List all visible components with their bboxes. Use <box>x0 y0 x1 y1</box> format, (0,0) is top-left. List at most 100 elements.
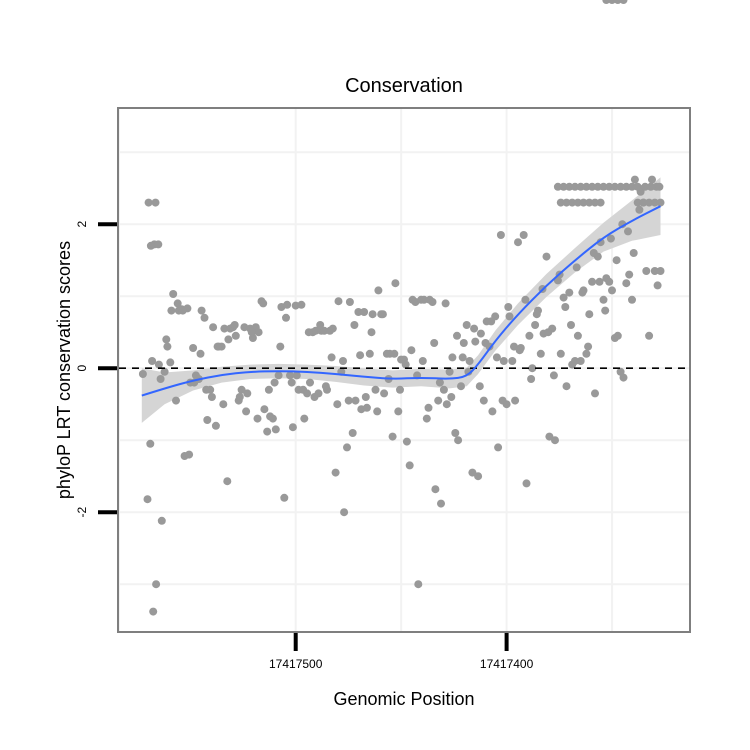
data-point <box>154 360 163 369</box>
data-point <box>465 357 474 365</box>
data-point <box>348 429 357 437</box>
data-point <box>274 371 283 380</box>
data-point <box>568 198 577 207</box>
data-point <box>578 288 587 297</box>
data-point <box>361 393 370 401</box>
data-point <box>645 198 654 207</box>
data-point <box>536 349 545 358</box>
data-point <box>576 182 585 191</box>
data-point <box>514 238 522 247</box>
data-point <box>624 227 632 236</box>
data-point <box>320 326 329 335</box>
data-point <box>428 298 437 306</box>
data-point <box>576 357 585 365</box>
data-point <box>299 385 308 394</box>
data-point <box>613 331 622 340</box>
data-point <box>286 371 294 380</box>
chart-title: Conservation <box>345 75 463 97</box>
x-axis: 17417500 17417400 <box>269 633 534 671</box>
data-point <box>220 324 229 333</box>
data-point <box>527 375 536 383</box>
data-point <box>585 198 594 207</box>
data-point <box>619 373 628 382</box>
data-point <box>202 385 211 394</box>
data-point <box>424 403 433 412</box>
data-point <box>271 425 280 434</box>
data-point <box>247 328 256 337</box>
data-point <box>629 249 638 257</box>
data-point <box>437 499 445 508</box>
data-point <box>138 370 147 378</box>
data-point <box>254 328 263 337</box>
data-point <box>439 385 448 394</box>
panel-border <box>117 107 691 633</box>
data-point <box>340 508 349 517</box>
data-point <box>196 349 205 358</box>
smooth-trend-line <box>141 205 661 397</box>
x-tick-label: 17417400 <box>480 657 534 671</box>
data-point <box>152 580 161 589</box>
data-point <box>321 382 330 391</box>
data-point <box>351 396 360 405</box>
confidence-ribbon <box>141 177 661 423</box>
data-point <box>458 353 467 362</box>
data-point <box>306 378 314 387</box>
ci-ribbon <box>141 177 661 423</box>
data-point <box>499 357 508 365</box>
data-point <box>167 306 176 315</box>
x-tick-label: 17417500 <box>269 657 323 671</box>
data-point <box>213 342 222 351</box>
data-point <box>148 357 157 365</box>
data-point <box>297 300 306 309</box>
data-point <box>405 461 414 470</box>
data-point <box>146 439 155 448</box>
data-point <box>431 485 440 494</box>
data-point <box>589 249 598 257</box>
data-point <box>496 231 505 239</box>
data-point <box>471 337 480 346</box>
data-point <box>219 400 228 409</box>
data-point <box>394 407 403 416</box>
data-point <box>434 396 443 405</box>
data-point <box>390 349 399 358</box>
data-point <box>645 331 654 340</box>
data-point <box>511 396 520 405</box>
data-point <box>391 279 400 288</box>
data-point <box>310 393 319 401</box>
data-point <box>334 297 343 306</box>
data-point <box>519 231 528 239</box>
data-point <box>327 353 336 362</box>
data-point <box>447 393 456 401</box>
data-point <box>380 389 389 398</box>
data-point <box>571 357 579 365</box>
data-point <box>146 241 155 250</box>
data-point <box>343 443 351 452</box>
data-point <box>553 182 562 191</box>
data-point <box>224 335 233 344</box>
data-point <box>593 182 602 191</box>
data-point <box>459 339 468 347</box>
data-point <box>362 403 371 412</box>
data-point <box>612 256 621 265</box>
data-point <box>655 182 664 191</box>
data-point <box>401 360 410 369</box>
data-point <box>498 396 507 405</box>
data-point <box>515 346 524 355</box>
data-point <box>549 371 558 380</box>
data-point <box>606 234 615 243</box>
data-point <box>551 436 559 445</box>
data-point <box>268 414 277 423</box>
data-point <box>173 299 182 308</box>
data-point <box>367 328 376 337</box>
data-point <box>595 277 604 286</box>
data-point <box>510 342 518 351</box>
data-point <box>373 407 382 416</box>
data-point <box>223 477 232 486</box>
data-point <box>650 198 659 207</box>
data-point <box>656 267 665 275</box>
data-point <box>605 182 614 191</box>
data-point <box>414 580 423 589</box>
data-point <box>356 351 365 360</box>
data-point <box>189 344 198 352</box>
data-point <box>276 342 285 351</box>
